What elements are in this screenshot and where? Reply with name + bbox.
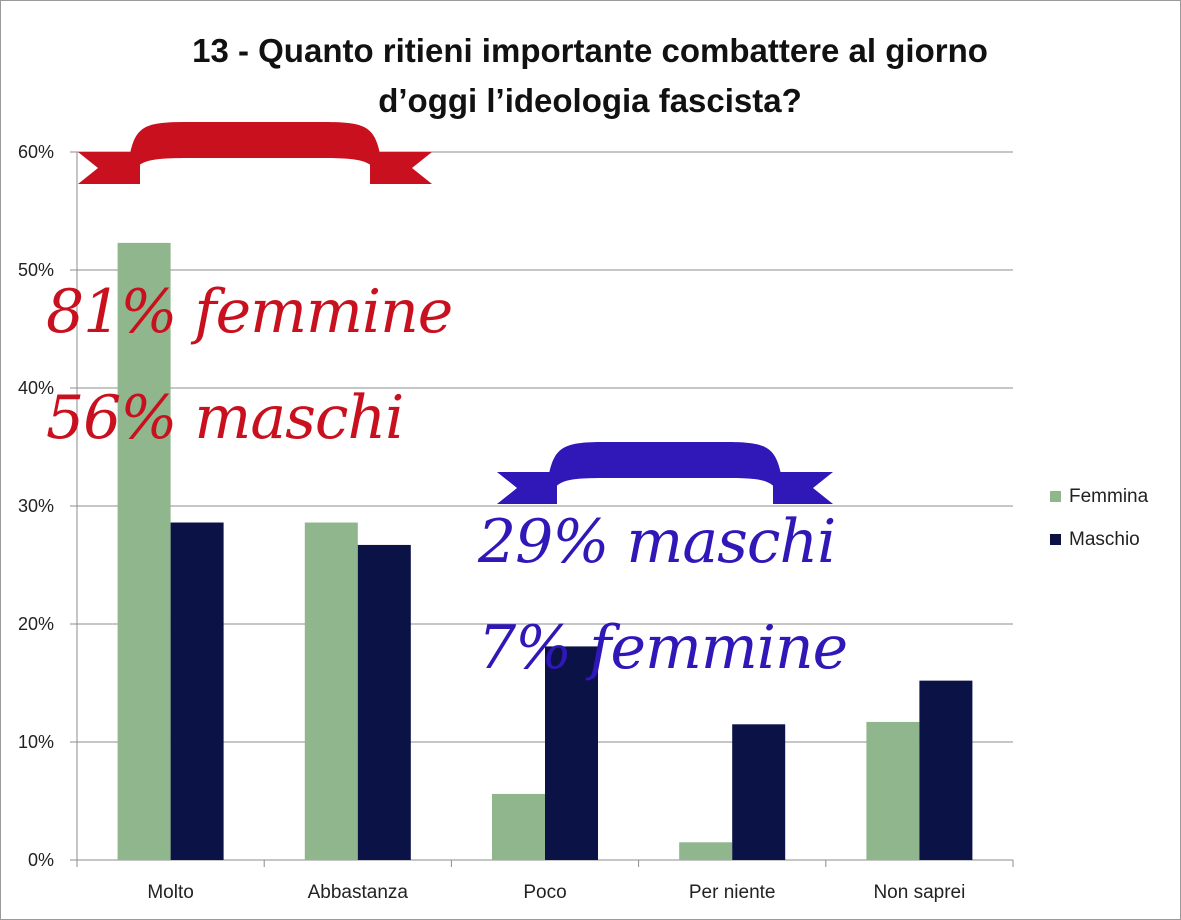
y-tick-label: 60%	[18, 142, 54, 162]
annotation-red-line-2: 56% maschi	[46, 383, 404, 453]
x-tick-label: Abbastanza	[308, 882, 409, 903]
x-tick-label: Per niente	[689, 882, 776, 903]
legend-swatch-maschio	[1050, 534, 1061, 545]
bar-maschio	[545, 646, 598, 860]
y-tick-label: 20%	[18, 614, 54, 634]
legend-label-maschio: Maschio	[1069, 529, 1140, 550]
x-tick-label: Non saprei	[873, 882, 965, 903]
bar-femmina	[679, 842, 733, 860]
chart-title: 13 - Quanto ritieni importante combatter…	[90, 26, 1090, 126]
bar-maschio	[732, 724, 786, 860]
bar-maschio	[170, 522, 224, 860]
chart-title-line-1: 13 - Quanto ritieni importante combatter…	[192, 32, 988, 69]
annotation-blue-line-2: 7% femmine	[478, 613, 848, 683]
y-tick-label: 30%	[18, 496, 54, 516]
y-tick-label: 10%	[18, 732, 54, 752]
bar-femmina	[304, 522, 358, 860]
x-tick-label: Molto	[147, 882, 193, 903]
y-tick-label: 40%	[18, 378, 54, 398]
chart-title-line-2: d’oggi l’ideologia fascista?	[378, 82, 802, 119]
legend-label-femmina: Femmina	[1069, 486, 1149, 507]
blue-ribbon	[497, 442, 833, 504]
bar-femmina	[492, 793, 545, 860]
legend-swatch-femmina	[1050, 491, 1061, 502]
y-tick-label: 0%	[28, 850, 54, 870]
annotation-blue-line-1: 29% maschi	[478, 507, 836, 577]
bar-femmina	[866, 721, 920, 860]
red-ribbon	[78, 122, 432, 184]
bar-maschio	[919, 680, 973, 860]
bar-femmina	[117, 242, 171, 861]
x-tick-label: Poco	[523, 882, 566, 903]
bar-maschio	[357, 544, 411, 860]
annotation-red-line-1: 81% femmine	[46, 277, 453, 347]
y-tick-label: 50%	[18, 260, 54, 280]
